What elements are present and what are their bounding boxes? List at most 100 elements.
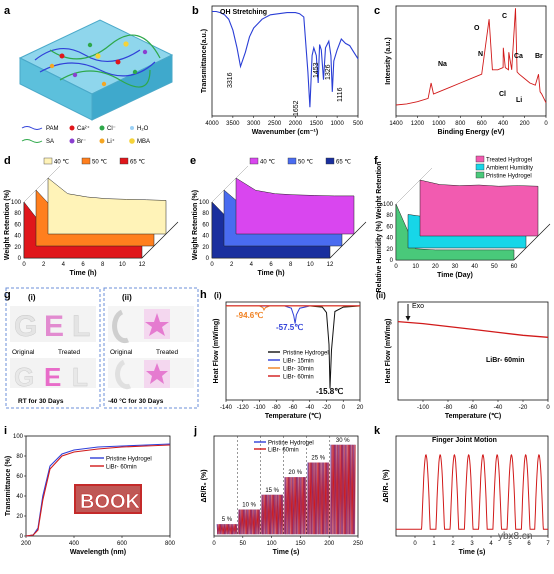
panel-letter-f: f: [374, 155, 378, 167]
photo-g-sub-i: (i): [28, 293, 36, 302]
legend-label-mba: MBA: [137, 139, 150, 145]
xps-ylabel: Intensity (a.u.): [385, 37, 392, 84]
humidity-f-ytick-label: 60: [386, 224, 393, 230]
xps-peak-o: O: [474, 25, 480, 32]
xps-xtick-label: 1000: [432, 121, 446, 127]
xps-xlabel: Binding Energy (eV): [438, 129, 505, 136]
ftir-xtick-label: 3000: [247, 121, 261, 127]
dsc-i-xtick-label: -20: [322, 405, 331, 411]
finger-xtick-label: 3: [470, 541, 474, 547]
gel-letter-l-original: L: [72, 310, 90, 343]
strain-level-label: 30 %: [336, 438, 350, 444]
hydrogel-network-illustration: [18, 19, 174, 121]
uv-xlabel: Wavelength (nm): [70, 549, 126, 556]
uv-legend-label: Pristine Hydrogel: [106, 457, 152, 463]
finger-ylabel: ΔR/R₀ (%): [383, 469, 390, 502]
finger-motion-chart: 0 1 2 3 4 5 6 7 Time (s) ΔR/R₀ (%): [383, 435, 550, 556]
uv-vis-chart: 200 400 600 800 0 20 40 60 80 100 Wavelength (nm) T…: [5, 434, 176, 556]
finger-chart-title: Finger Joint Motion: [432, 437, 497, 444]
weight-d-xtick-label: 4: [62, 262, 66, 268]
uv-ytick-label: 80: [16, 454, 23, 460]
weight-retention-chart-e: 0 2 4 6 8 10 12 0 20 40 60 80 100 Time (h) Weight Rete…: [192, 157, 367, 277]
weight-e-xtick-label: 8: [289, 262, 293, 268]
strain-level-label: 10 %: [242, 503, 256, 509]
weight-d-legend-label: 40 ℃: [54, 160, 69, 166]
humidity-f-ytick-label: 0: [390, 258, 394, 264]
weight-d-xtick-label: 0: [22, 262, 26, 268]
weight-e-legend-label: 65 ℃: [336, 160, 351, 166]
dsc-ii-ylabel: Heat Flow (mW/mg): [385, 319, 392, 384]
moon-shape-frozen: [115, 359, 132, 390]
ftir-peak-1652: 1652: [293, 100, 300, 116]
dsc-ii-xtick-label: 0: [546, 405, 550, 411]
weight-d-xtick-label: 12: [139, 262, 146, 268]
ftir-peak-1116: 1116: [337, 87, 344, 102]
moon-shape-original: [112, 309, 129, 344]
weight-d-ytick-label: 100: [11, 200, 22, 206]
uv-xtick-label: 600: [117, 541, 128, 547]
strain-legend-label: LiBr- 60min: [268, 448, 299, 454]
panel-letter-h: h: [200, 289, 207, 301]
weight-e-legend-swatch: [249, 157, 259, 165]
weight-e-xtick-label: 4: [250, 262, 254, 268]
dsc-i-xtick-label: -60: [289, 405, 298, 411]
weight-e-ytick-label: 60: [202, 222, 209, 228]
dsc-i-legend-label: LiBr- 60min: [283, 375, 314, 381]
uv-xtick-label: 200: [21, 541, 32, 547]
weight-d-xtick-label: 8: [101, 262, 105, 268]
humidity-f-series-area: [419, 179, 539, 237]
dsc-chart-i: -140 -120 -100 -80 -60 -40 -20 0 20 Temperature (…: [213, 301, 364, 420]
dsc-i-xtick-label: -80: [272, 405, 281, 411]
finger-xtick-label: 0: [413, 541, 417, 547]
ftir-xtick-label: 2500: [268, 121, 282, 127]
weight-e-xtick-label: 2: [230, 262, 234, 268]
xps-frame: [395, 5, 547, 117]
weight-d-ytick-label: 60: [14, 222, 21, 228]
legend-label-br: Br⁻: [77, 139, 86, 145]
dsc-sub-i: (i): [214, 291, 222, 300]
strain-series-line-red: [261, 494, 284, 535]
humidity-f-legend-swatch: [475, 171, 485, 179]
dsc-i-xtick-label: 0: [342, 405, 346, 411]
br-dot-icon: [69, 138, 75, 144]
weight-d-xlabel: Time (h): [69, 270, 96, 277]
weight-e-ytick-label: 80: [202, 211, 209, 217]
mba-icon: [129, 138, 135, 144]
weight-e-legend-label: 40 ℃: [260, 160, 275, 166]
finger-xtick-label: 1: [432, 541, 436, 547]
finger-xtick-label: 5: [508, 541, 512, 547]
xps-peak-ca: Ca: [514, 53, 523, 60]
ftir-xtick-label: 1000: [330, 121, 344, 127]
water-icon: [130, 126, 134, 130]
gel-letter-l-after: L: [72, 362, 88, 392]
finger-series-line: [396, 453, 548, 530]
dsc-annot-30min: -94.6℃: [236, 311, 263, 320]
ftir-peak-1453: 1453: [313, 62, 320, 78]
uv-series-line: [25, 443, 171, 537]
dsc-i-xtick-label: -100: [253, 405, 266, 411]
weight-e-xtick-label: 6: [269, 262, 273, 268]
sa-line-icon: [21, 139, 43, 143]
label-original-cold: Original: [110, 349, 133, 356]
cl-dot-icon: [99, 125, 105, 131]
weight-retention-chart-d: 0 2 4 6 8 10 12 0 20 40 60 80 100 Time (h) Weight Rete…: [4, 157, 179, 277]
illustration-legend: PAM Ca²⁺ Cl⁻ H₂O SA Br⁻ Li⁺ MBA: [21, 125, 150, 145]
strain-series-line-red: [330, 444, 356, 535]
dsc-ii-xlabel: Temperature (℃): [445, 412, 501, 420]
humidity-f-xtick-label: 40: [471, 264, 478, 270]
legend-label-cl: Cl⁻: [107, 126, 116, 132]
legend-label-ca: Ca²⁺: [77, 125, 90, 132]
dsc-annot-15min: -57.5℃: [276, 323, 303, 332]
dsc-chart-ii: -100 -80 -60 -40 -20 0 Temperature (℃) Heat Flo…: [385, 301, 550, 420]
ftir-title: OH Stretching: [220, 9, 267, 16]
legend-label-sa: SA: [46, 139, 54, 145]
dsc-sub-ii: (ii): [376, 291, 386, 300]
weight-d-xtick-label: 10: [119, 262, 126, 268]
uv-series-line: [25, 444, 171, 537]
weight-d-legend-swatch: [119, 157, 129, 165]
strain-level-label: 20 %: [288, 470, 302, 476]
dsc-i-legend-label: LiBr- 30min: [283, 367, 314, 373]
dsc-ii-xtick-label: -60: [469, 405, 478, 411]
weight-d-xtick-label: 6: [81, 262, 85, 268]
ftir-chart: 4000 3500 3000 2500 2000 1500 1000 500 Wavenumbe…: [201, 5, 364, 136]
